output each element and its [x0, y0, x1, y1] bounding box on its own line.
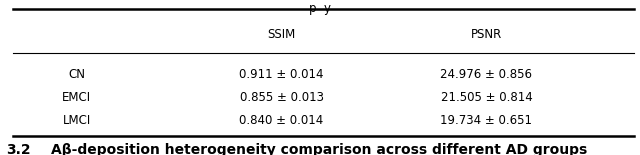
Text: 0.840 ± 0.014: 0.840 ± 0.014 [239, 114, 324, 127]
Text: 19.734 ± 0.651: 19.734 ± 0.651 [440, 114, 532, 127]
Text: p  y: p y [309, 2, 331, 15]
Text: Aβ-deposition heterogeneity comparison across different AD groups: Aβ-deposition heterogeneity comparison a… [51, 143, 588, 155]
Text: LMCI: LMCI [63, 114, 91, 127]
Text: 3.2: 3.2 [6, 143, 31, 155]
Text: 0.911 ± 0.014: 0.911 ± 0.014 [239, 68, 324, 81]
Text: 21.505 ± 0.814: 21.505 ± 0.814 [440, 91, 532, 104]
Text: 24.976 ± 0.856: 24.976 ± 0.856 [440, 68, 532, 81]
Text: PSNR: PSNR [471, 28, 502, 41]
Text: SSIM: SSIM [268, 28, 296, 41]
Text: 0.855 ± 0.013: 0.855 ± 0.013 [239, 91, 324, 104]
Text: EMCI: EMCI [62, 91, 92, 104]
Text: CN: CN [68, 68, 85, 81]
